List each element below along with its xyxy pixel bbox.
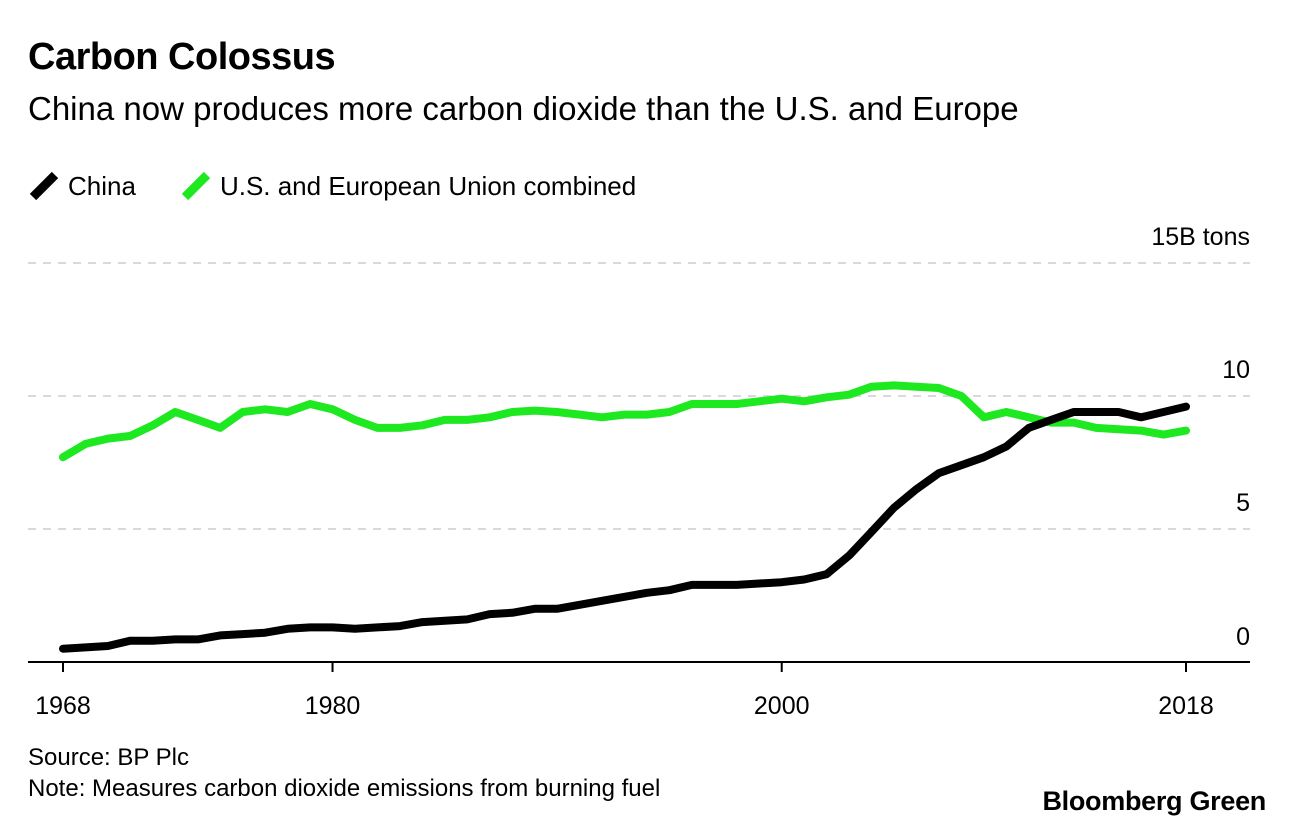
y-tick-labels: 15B tons 10 5 0 <box>1151 223 1250 651</box>
series-lines <box>59 381 1190 653</box>
gridlines <box>28 262 1250 530</box>
brand-logo: Bloomberg Green <box>1042 786 1266 816</box>
x-tick-label-1968: 1968 <box>35 692 91 720</box>
y-tick-label-10: 10 <box>1222 356 1250 384</box>
series-line-u-s-and-european-union-combined <box>59 381 1190 462</box>
legend-item-us-eu: U.S. and European Union combined <box>180 170 636 202</box>
y-tick-label-0: 0 <box>1236 623 1250 651</box>
legend-label-us-eu: U.S. and European Union combined <box>219 170 637 201</box>
legend: China U.S. and European Union combined <box>28 168 680 204</box>
x-tick-label-1980: 1980 <box>305 692 361 720</box>
x-axis: 1968 1980 2000 2018 <box>28 661 1250 720</box>
chart-title: Carbon Colossus <box>28 36 336 78</box>
legend-label-china: China <box>68 170 136 201</box>
methodology-note: Note: Measures carbon dioxide emissions … <box>28 775 661 802</box>
y-tick-label-15: 15B tons <box>1151 223 1250 251</box>
legend-swatch-china <box>29 171 59 201</box>
y-tick-label-5: 5 <box>1236 489 1250 517</box>
legend-swatch-us-eu <box>181 171 211 201</box>
source-note: Source: BP Plc <box>28 744 189 771</box>
chart-subtitle: China now produces more carbon dioxide t… <box>28 90 1019 127</box>
x-tick-label-2018: 2018 <box>1158 692 1214 720</box>
series-line-china <box>59 402 1190 653</box>
x-tick-label-2000: 2000 <box>754 692 810 720</box>
legend-item-china: China <box>28 170 136 202</box>
